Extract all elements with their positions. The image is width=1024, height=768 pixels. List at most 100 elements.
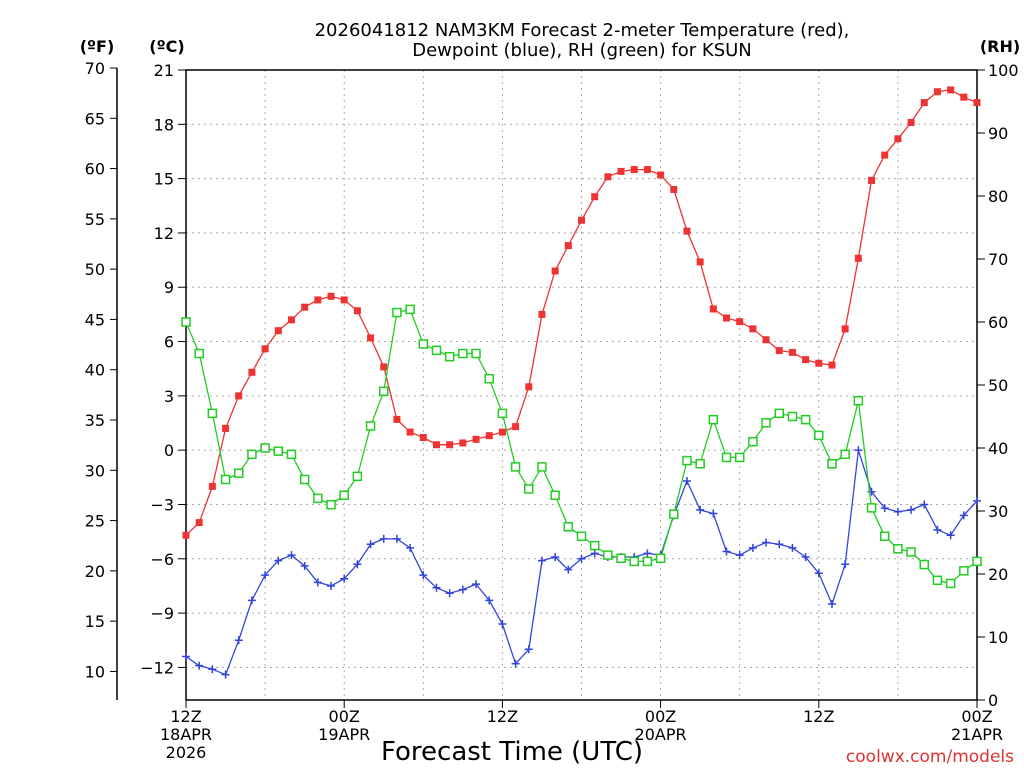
rh-point <box>194 348 204 359</box>
rh-point <box>181 317 191 327</box>
rh-tick-label: 0 <box>988 691 998 710</box>
celsius-tick-label: 18 <box>154 115 174 134</box>
rh-point <box>932 575 943 586</box>
rh-point <box>959 566 969 576</box>
dewpoint-point <box>458 585 467 594</box>
temperature-point <box>182 531 190 539</box>
temperature-point <box>367 334 375 342</box>
temperature-point <box>604 173 612 181</box>
dewpoint-point <box>340 574 349 583</box>
x-tick-label: 12Z <box>170 707 201 726</box>
rh-point <box>497 408 508 419</box>
temperature-point <box>841 325 849 333</box>
rh-point <box>247 449 257 460</box>
temperature-point <box>195 519 203 527</box>
rh-point <box>418 339 429 349</box>
rh-tick-label: 50 <box>988 376 1008 395</box>
rh-point <box>260 443 270 453</box>
temperature-point <box>327 292 335 300</box>
rh-point <box>616 553 626 563</box>
rh-tick-label: 40 <box>988 439 1008 458</box>
celsius-tick-label: −3 <box>150 495 174 514</box>
fahrenheit-tick-label: 50 <box>85 260 105 279</box>
rh-tick-label: 30 <box>988 502 1008 521</box>
x-tick-label: 12Z <box>803 707 834 726</box>
dewpoint-point <box>327 581 336 590</box>
dewpoint-point <box>366 540 375 549</box>
temperature-point <box>551 267 559 275</box>
temperature-point <box>775 347 783 355</box>
dewpoint-point <box>432 583 441 592</box>
celsius-unit-label: (ºC) <box>149 37 184 56</box>
temperature-point <box>683 227 691 235</box>
dewpoint-point <box>261 571 270 580</box>
rh-point <box>471 348 481 359</box>
rh-tick-label: 20 <box>988 565 1008 584</box>
rh-point <box>392 307 402 318</box>
temperature-point <box>815 359 823 367</box>
dewpoint-point <box>722 547 731 556</box>
rh-point <box>774 408 784 419</box>
fahrenheit-tick-label: 10 <box>85 662 105 681</box>
rh-point <box>721 452 732 463</box>
temperature-point <box>208 482 216 490</box>
temperature-point <box>314 296 322 304</box>
dewpoint-point <box>841 560 850 569</box>
dewpoint-point <box>195 661 204 670</box>
celsius-tick-label: −9 <box>150 604 174 623</box>
rh-point <box>484 373 494 384</box>
dewpoint-point <box>524 645 533 654</box>
rh-point <box>669 509 679 519</box>
temperature-point <box>393 415 401 423</box>
rh-point <box>233 468 244 478</box>
celsius-tick-label: 6 <box>164 333 174 352</box>
dewpoint-point <box>551 552 560 561</box>
rh-point <box>537 462 547 472</box>
temperature-point <box>274 327 282 335</box>
celsius-tick-label: −6 <box>150 550 174 569</box>
rh-tick-label: 100 <box>988 61 1019 80</box>
temperature-point <box>380 363 388 371</box>
x-tick-label: 00Z <box>645 707 676 726</box>
dewpoint-point <box>696 505 705 514</box>
rh-point <box>444 351 455 362</box>
temperature-point <box>472 435 480 443</box>
rh-point <box>220 474 231 485</box>
temperature-point <box>512 423 520 431</box>
temperature-point <box>287 316 295 324</box>
chart-title-line-2: Dewpoint (blue), RH (green) for KSUN <box>412 40 752 61</box>
grid-lines <box>186 69 977 700</box>
temperature-point <box>248 368 256 376</box>
fahrenheit-tick-label: 25 <box>85 512 105 531</box>
temperature-point <box>947 86 955 94</box>
dewpoint-point <box>682 476 691 485</box>
celsius-tick-label: −12 <box>140 658 174 677</box>
x-tick-label: 21APR <box>951 725 1003 744</box>
dewpoint-point <box>472 580 481 589</box>
fahrenheit-unit-label: (ºF) <box>80 37 115 56</box>
temperature-point <box>525 383 533 391</box>
rh-point <box>893 544 903 554</box>
rh-point <box>286 449 297 460</box>
temperature-point <box>630 166 638 174</box>
dewpoint-point <box>419 571 428 580</box>
dewpoint-point <box>274 556 283 565</box>
fahrenheit-tick-label: 60 <box>85 160 105 179</box>
temperature-point <box>709 305 717 313</box>
rh-point <box>827 459 837 469</box>
dewpoint-series <box>182 446 981 679</box>
dewpoint-point <box>748 543 757 552</box>
fahrenheit-tick-label: 70 <box>85 59 105 78</box>
dewpoint-point <box>735 551 744 560</box>
fahrenheit-tick-label: 15 <box>85 612 105 631</box>
rh-series <box>181 304 982 589</box>
dewpoint-point <box>445 589 454 598</box>
dewpoint-point <box>814 569 823 578</box>
dewpoint-point <box>498 619 507 628</box>
rh-point <box>800 414 811 425</box>
x-axis-title: Forecast Time (UTC) <box>381 737 643 767</box>
rh-unit-label: (RH) <box>980 37 1020 56</box>
dewpoint-point <box>880 504 889 513</box>
series-layer <box>181 86 982 679</box>
